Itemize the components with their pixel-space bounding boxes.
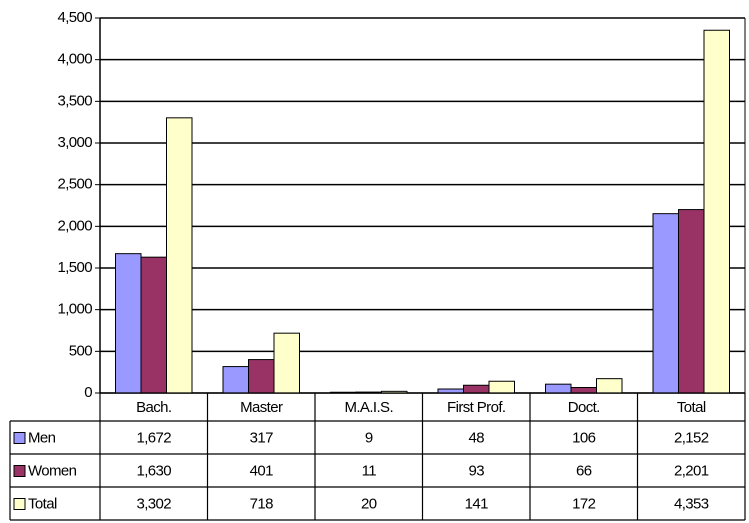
table-value: 1,672 bbox=[136, 429, 171, 446]
table-value: 20 bbox=[361, 495, 377, 512]
bar bbox=[678, 209, 705, 394]
legend-label: Total bbox=[28, 495, 57, 512]
table-value: 48 bbox=[469, 429, 485, 446]
bar bbox=[140, 256, 167, 394]
bar bbox=[488, 380, 515, 394]
table-value: 93 bbox=[469, 462, 485, 479]
y-tick-label: 2,000 bbox=[57, 217, 92, 234]
category-label: Master bbox=[240, 399, 283, 416]
category-label: Doct. bbox=[568, 399, 600, 416]
legend-key bbox=[13, 465, 26, 477]
legend-label: Women bbox=[28, 462, 77, 479]
category-label: Total bbox=[677, 399, 706, 416]
table-value: 718 bbox=[250, 495, 273, 512]
bar bbox=[570, 387, 597, 394]
y-tick-label: 4,500 bbox=[57, 9, 92, 26]
bar bbox=[248, 359, 275, 394]
table-value: 4,353 bbox=[674, 495, 709, 512]
bar bbox=[166, 117, 193, 394]
y-tick-label: 3,000 bbox=[57, 134, 92, 151]
y-tick-label: 2,500 bbox=[57, 176, 92, 193]
bar bbox=[273, 332, 300, 394]
table-value: 106 bbox=[572, 429, 595, 446]
table-value: 2,201 bbox=[674, 462, 709, 479]
y-tick-label: 1,500 bbox=[57, 259, 92, 276]
table-value: 2,152 bbox=[674, 429, 709, 446]
table-value: 66 bbox=[576, 462, 592, 479]
table-value: 172 bbox=[572, 495, 595, 512]
table-value: 141 bbox=[465, 495, 488, 512]
bar bbox=[703, 29, 730, 394]
category-label: M.A.I.S. bbox=[344, 399, 393, 416]
legend-key bbox=[13, 498, 26, 510]
table-value: 3,302 bbox=[136, 495, 171, 512]
table-value: 401 bbox=[250, 462, 273, 479]
bar bbox=[115, 253, 142, 394]
y-tick-label: 1,000 bbox=[57, 301, 92, 318]
bar bbox=[463, 384, 490, 394]
table-value: 317 bbox=[250, 429, 273, 446]
table-value: 11 bbox=[362, 462, 377, 479]
legend-label: Men bbox=[28, 429, 56, 446]
bar bbox=[222, 366, 249, 394]
y-tick-label: 0 bbox=[84, 384, 92, 401]
legend-key bbox=[13, 432, 26, 444]
table-value: 9 bbox=[365, 429, 373, 446]
bar bbox=[545, 383, 572, 394]
y-tick-label: 4,000 bbox=[57, 51, 92, 68]
bar bbox=[596, 378, 623, 394]
category-label: First Prof. bbox=[447, 399, 505, 416]
y-tick-label: 500 bbox=[69, 342, 92, 359]
bar bbox=[652, 213, 679, 394]
y-tick-label: 3,500 bbox=[57, 92, 92, 109]
table-value: 1,630 bbox=[136, 462, 171, 479]
category-label: Bach. bbox=[136, 399, 171, 416]
